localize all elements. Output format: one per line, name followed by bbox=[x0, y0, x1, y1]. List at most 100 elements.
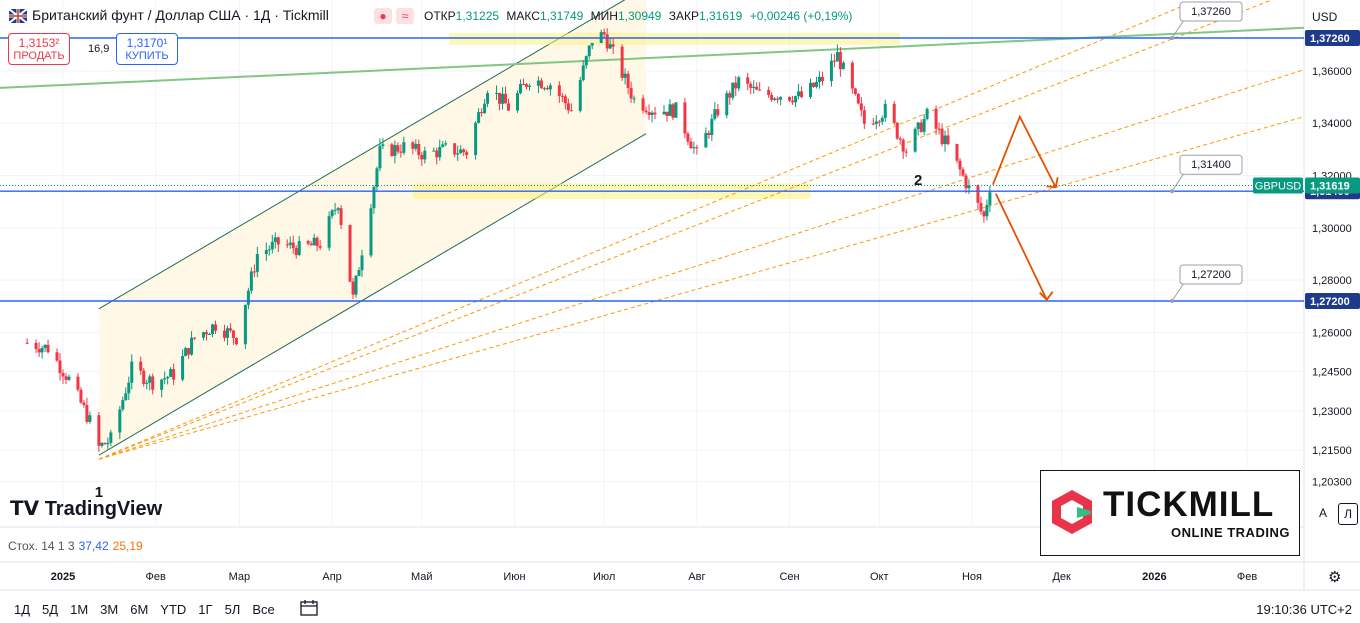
candle-body bbox=[958, 160, 962, 170]
timeframe-all[interactable]: Все bbox=[252, 602, 275, 617]
currency-select[interactable]: USD bbox=[1312, 10, 1338, 24]
candle-body bbox=[853, 88, 857, 94]
price-axis[interactable]: 1,360001,340001,320001,300001,280001,260… bbox=[1305, 30, 1360, 488]
clock[interactable]: 19:10:36 UTC+2 bbox=[1256, 602, 1352, 617]
candle-body bbox=[327, 216, 331, 248]
stochastic-d-value: 25,19 bbox=[112, 539, 143, 553]
auto-scale-button[interactable]: A bbox=[1318, 506, 1327, 520]
candle-body bbox=[297, 241, 301, 255]
candle-body bbox=[76, 376, 80, 390]
candle-body bbox=[252, 271, 256, 273]
candle-body bbox=[674, 102, 678, 118]
candle-body bbox=[234, 337, 238, 345]
candle-body bbox=[961, 169, 965, 176]
tradingview-logo: 𝗧𝗩 TradingView bbox=[10, 496, 162, 521]
candle-body bbox=[354, 275, 358, 295]
candle-body bbox=[360, 255, 364, 271]
candle-body bbox=[375, 168, 379, 187]
candle-body bbox=[811, 82, 815, 87]
candle-body bbox=[587, 45, 591, 57]
x-tick-label: 2025 bbox=[51, 571, 75, 583]
calendar-range-icon[interactable] bbox=[300, 600, 318, 616]
buy-price: 1,3170¹ bbox=[126, 36, 168, 50]
drawings-background bbox=[0, 0, 1305, 460]
fib-fan-line bbox=[98, 2, 1191, 460]
candle-body bbox=[584, 56, 588, 66]
candle-body bbox=[641, 98, 645, 111]
log-scale-button[interactable]: Л bbox=[1338, 503, 1358, 525]
axis-level-tag bbox=[1305, 30, 1360, 46]
candle-body bbox=[578, 79, 582, 111]
candle-body bbox=[731, 82, 735, 98]
symbol-title[interactable]: Британский фунт / Доллар США · 1Д · Tick… bbox=[32, 7, 329, 23]
candle-body bbox=[348, 224, 352, 282]
scenario-arrow-down bbox=[995, 193, 1048, 301]
timeframe-5d[interactable]: 5Д bbox=[42, 602, 59, 617]
candle-body bbox=[874, 121, 878, 124]
candle-body bbox=[689, 141, 693, 149]
candle-body bbox=[291, 242, 295, 249]
tickmill-name: TICKMILL bbox=[1103, 485, 1275, 524]
candle-body bbox=[480, 112, 484, 114]
candle-body bbox=[922, 118, 926, 132]
stochastic-legend[interactable]: Стох. 14 1 3 37,42 25,19 bbox=[8, 539, 143, 553]
time-axis[interactable]: 2025 Фев Мар Апр Май Июн Июл Авг Сен Окт Ноя Дек 202… bbox=[51, 571, 1258, 583]
candle-body bbox=[243, 304, 247, 345]
candle-body bbox=[208, 333, 212, 335]
candle-body bbox=[435, 150, 439, 158]
timeframe-1y[interactable]: 1Г bbox=[198, 602, 213, 617]
tradingview-logo-icon: 𝗧𝗩 bbox=[10, 498, 45, 520]
candle-body bbox=[151, 376, 155, 390]
candle-body bbox=[671, 104, 675, 118]
tradingview-logo-text: TradingView bbox=[44, 498, 163, 520]
candle-body bbox=[462, 149, 466, 153]
price-callout bbox=[1179, 154, 1243, 175]
candle-body bbox=[539, 80, 543, 89]
gear-icon[interactable]: ⚙ bbox=[1328, 569, 1342, 586]
callout-anchor bbox=[1170, 189, 1174, 194]
candle-body bbox=[330, 210, 334, 217]
candle-body bbox=[800, 91, 804, 98]
x-tick-label: Июл bbox=[593, 571, 615, 583]
ohlc-low-value: 1,30949 bbox=[617, 9, 662, 23]
axis-level-tag bbox=[1305, 293, 1360, 309]
candle-body bbox=[794, 96, 798, 103]
resistance-zone bbox=[448, 33, 901, 45]
candle-body bbox=[838, 52, 842, 70]
candle-body bbox=[695, 147, 699, 149]
candle-body bbox=[166, 376, 170, 379]
candle-body bbox=[563, 96, 567, 104]
timeframe-3m[interactable]: 3М bbox=[100, 602, 119, 617]
buy-button[interactable]: 1,3170¹ КУПИТЬ bbox=[116, 33, 178, 65]
wave-point-label: 1 bbox=[95, 484, 103, 501]
timeframe-5y[interactable]: 5Л bbox=[224, 602, 241, 617]
candle-body bbox=[608, 44, 612, 49]
candle-body bbox=[411, 142, 415, 149]
candle-body bbox=[919, 122, 923, 132]
ohlc-low-label: МИН bbox=[590, 9, 618, 23]
candle-body bbox=[202, 332, 206, 338]
candle-body bbox=[79, 389, 83, 403]
timeframe-1m[interactable]: 1М bbox=[70, 602, 89, 617]
candle-body bbox=[895, 122, 899, 139]
candle-body bbox=[100, 443, 104, 446]
candle-body bbox=[692, 147, 696, 149]
candle-body bbox=[668, 104, 672, 116]
candle-body bbox=[336, 208, 340, 210]
sell-button[interactable]: 1,3153² ПРОДАТЬ bbox=[8, 33, 70, 65]
candle-body bbox=[859, 103, 863, 111]
candle-body bbox=[145, 382, 149, 384]
candle-body bbox=[402, 142, 406, 153]
timeframe-ytd[interactable]: YTD bbox=[160, 602, 187, 617]
candle-body bbox=[979, 202, 983, 212]
candle-body bbox=[172, 369, 176, 380]
scenario-arrow-up bbox=[992, 114, 1057, 188]
timeframe-6m[interactable]: 6М bbox=[130, 602, 149, 617]
callout-pointer bbox=[1171, 282, 1192, 302]
candle-body bbox=[118, 409, 122, 433]
scenario-arrowhead-1 bbox=[1046, 177, 1059, 189]
ohlc-close-label: ЗАКР bbox=[668, 9, 699, 23]
timeframe-1d[interactable]: 1Д bbox=[14, 602, 31, 617]
current-price-tag-label: 1,31619 bbox=[1310, 180, 1350, 192]
